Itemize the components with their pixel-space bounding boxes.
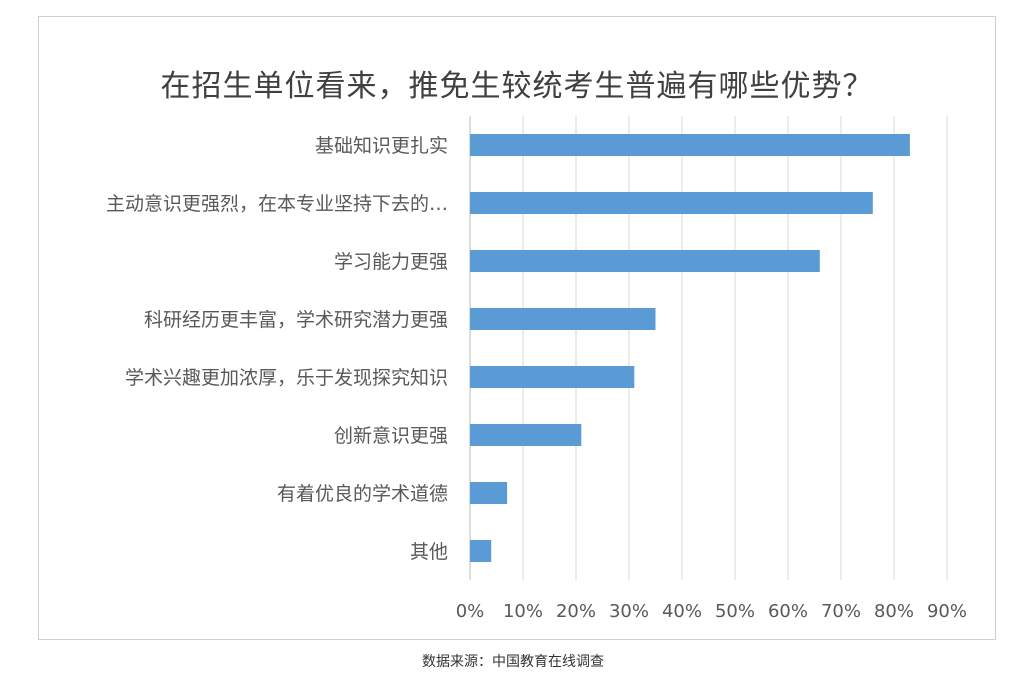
- chart-title: 在招生单位看来，推免生较统考生普遍有哪些优势？: [160, 69, 874, 104]
- x-tick-labels: 0% 10% 20% 30% 40% 50% 60% 70% 80% 90%: [456, 601, 967, 622]
- category-label: 其他: [410, 541, 448, 563]
- x-tick-label: 80%: [874, 601, 914, 622]
- bar: [470, 540, 492, 562]
- category-label: 主动意识更强烈，在本专业坚持下去的…: [106, 193, 448, 215]
- x-tick-label: 90%: [927, 601, 967, 622]
- bar: [470, 250, 820, 272]
- bar: [470, 424, 582, 446]
- x-tick-label: 50%: [715, 601, 755, 622]
- bar: [470, 192, 873, 214]
- x-tick-label: 0%: [456, 601, 485, 622]
- source-caption: 数据来源：中国教育在线调查: [422, 654, 604, 670]
- category-label: 基础知识更扎实: [315, 135, 448, 157]
- bar: [470, 482, 508, 504]
- gridlines: [469, 116, 948, 580]
- x-tick-label: 40%: [662, 601, 702, 622]
- x-tick-label: 10%: [503, 601, 543, 622]
- x-tick-label: 70%: [821, 601, 861, 622]
- category-label: 有着优良的学术道德: [277, 483, 448, 505]
- bars: [470, 134, 910, 562]
- category-label: 创新意识更强: [334, 425, 448, 447]
- bar: [470, 308, 656, 330]
- bar: [470, 134, 910, 156]
- x-tick-label: 20%: [556, 601, 596, 622]
- category-label: 学术兴趣更加浓厚，乐于发现探究知识: [125, 367, 448, 389]
- category-label: 学习能力更强: [334, 251, 448, 273]
- category-label: 科研经历更丰富，学术研究潜力更强: [144, 309, 448, 331]
- x-tick-label: 30%: [609, 601, 649, 622]
- bar: [470, 366, 635, 388]
- x-tick-label: 60%: [768, 601, 808, 622]
